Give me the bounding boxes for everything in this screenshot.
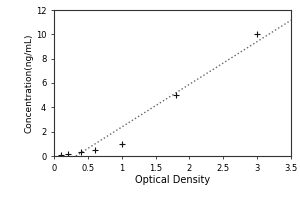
Point (173, 94, 178, 97)
X-axis label: Optical Density: Optical Density (135, 175, 210, 185)
Point (119, 142, 124, 145)
Y-axis label: Concentration(ng/mL): Concentration(ng/mL) (24, 33, 33, 133)
Point (58, 154, 63, 157)
Point (65, 153, 70, 156)
Point (92, 148, 97, 152)
Point (255, 33, 260, 36)
Point (79, 151, 83, 154)
